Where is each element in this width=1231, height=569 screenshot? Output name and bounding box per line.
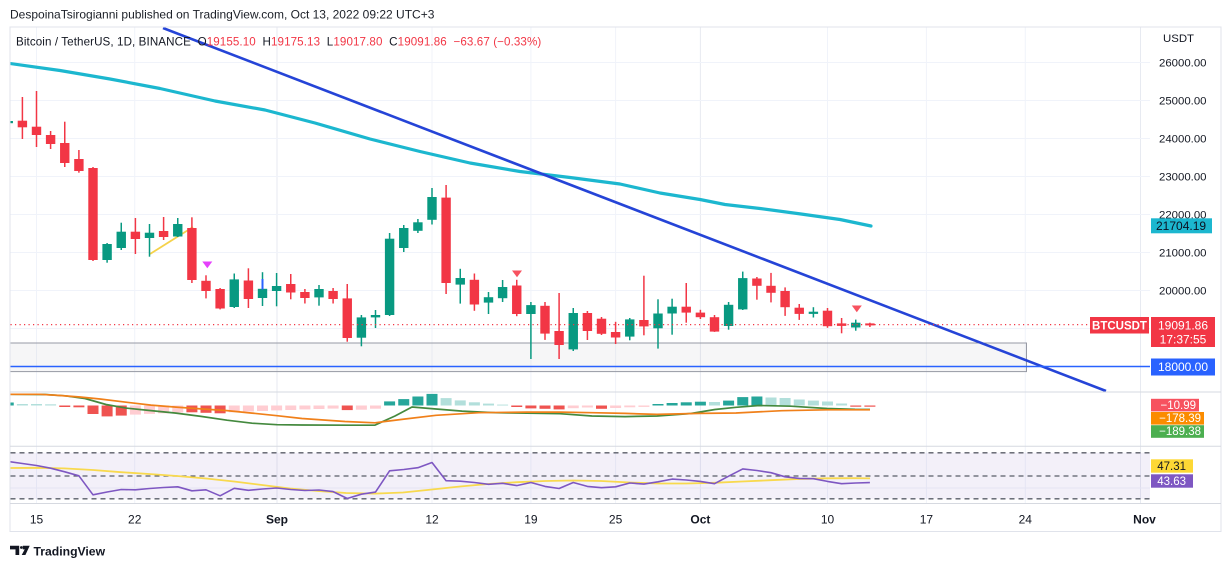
svg-text:20000.00: 20000.00 [1159,286,1207,298]
svg-text:Oct: Oct [690,513,710,527]
svg-text:USDT: USDT [1163,33,1194,45]
svg-text:43.63: 43.63 [1157,476,1186,488]
svg-text:21704.19: 21704.19 [1156,219,1206,233]
svg-text:15: 15 [30,513,44,527]
svg-text:24000.00: 24000.00 [1159,134,1207,146]
svg-text:25: 25 [609,513,623,527]
svg-text:−10.99: −10.99 [1161,400,1197,412]
svg-text:Sep: Sep [266,513,288,527]
svg-text:17:37:55: 17:37:55 [1160,333,1207,347]
svg-text:21000.00: 21000.00 [1159,248,1207,260]
svg-text:TradingView: TradingView [34,545,106,559]
svg-text:26000.00: 26000.00 [1159,58,1207,70]
svg-text:19: 19 [524,513,538,527]
svg-text:12: 12 [425,513,439,527]
svg-text:18000.00: 18000.00 [1158,360,1208,374]
svg-text:Bitcoin / TetherUS, 1D, BINANC: Bitcoin / TetherUS, 1D, BINANCE O19155.1… [16,36,541,49]
svg-text:25000.00: 25000.00 [1159,96,1207,108]
svg-text:−189.38: −189.38 [1159,426,1201,438]
svg-text:23000.00: 23000.00 [1159,172,1207,184]
svg-text:10: 10 [821,513,835,527]
svg-text:47.31: 47.31 [1157,461,1186,473]
svg-text:17: 17 [920,513,934,527]
svg-text:BTCUSDT: BTCUSDT [1092,321,1147,333]
svg-text:19091.86: 19091.86 [1158,319,1208,333]
svg-text:Nov: Nov [1133,513,1156,527]
svg-text:DespoinaTsirogianni published: DespoinaTsirogianni published on Trading… [10,8,435,22]
svg-text:−178.39: −178.39 [1159,413,1201,425]
svg-text:22: 22 [128,513,142,527]
svg-text:24: 24 [1019,513,1033,527]
